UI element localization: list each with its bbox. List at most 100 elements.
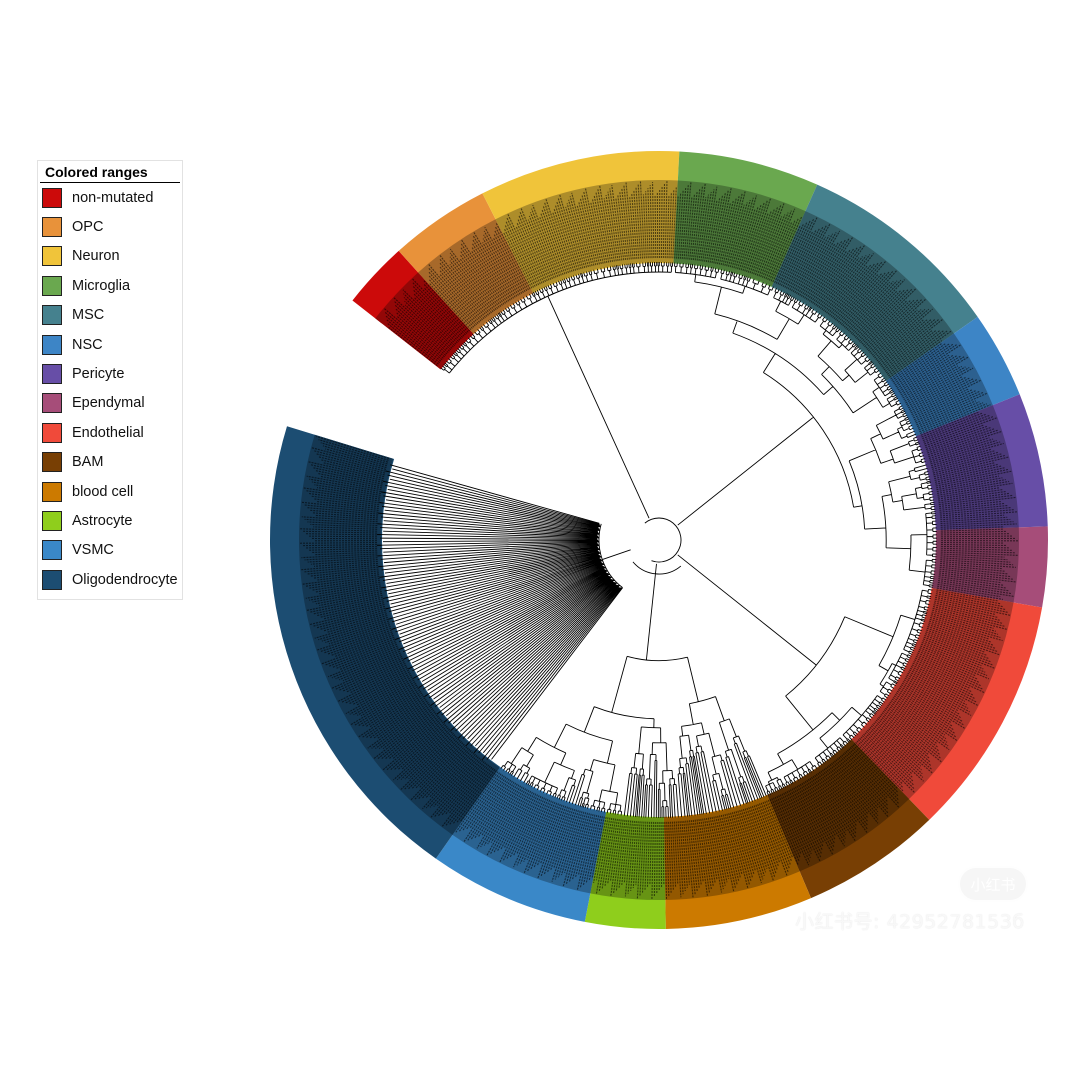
leaf-label-text [523,799,551,862]
leaf-label-text [860,736,915,789]
leaf-label-text [302,487,381,500]
leaf-label-text [676,193,682,259]
leaf-label-text [874,308,933,359]
leaf-label-text [833,760,879,816]
leaf-label-text [460,251,500,308]
legend-label: blood cell [72,483,134,500]
leaf-label-text [692,819,702,886]
leaf-label-text [707,198,721,263]
leaf-label-text [316,625,391,651]
leaf-label-text [554,204,577,271]
leaf-label-text [517,218,547,283]
leaf-label-text [907,376,963,407]
leaf-label-text [931,609,1008,631]
leaf-label-text [927,624,994,646]
leaf-label-text [683,182,692,260]
leaf-label-text [831,762,879,824]
leaf-label-text [880,713,942,763]
leaf-label-text [319,627,392,653]
leaf-label-text [937,487,1000,498]
leaf-label-text [783,792,813,851]
leaf-label-text [313,450,387,470]
leaf-label-text [401,727,449,770]
leaf-label-text [506,217,540,286]
leaf-label-text [677,190,684,259]
leaf-label-text [309,568,379,577]
leaf-label-text [392,718,442,760]
leaf-label-text [929,439,997,461]
leaf-label-text [540,213,564,276]
leaf-label-text [931,613,996,632]
leaf-label-text [807,778,846,839]
leaf-label-text [349,664,407,694]
leaf-label-text [746,198,771,273]
leaf-label-text [885,329,945,374]
leaf-label-text [890,343,942,380]
leaf-label-text [939,504,1009,513]
leaf-label-text [694,819,704,883]
leaf-label-text [372,711,436,760]
legend-item: VSMC [38,536,182,565]
leaf-label-text [869,726,923,775]
leaf-label-text [920,643,984,670]
leaf-label-text [316,500,379,510]
leaf-label-text [739,810,762,884]
legend-swatch [42,334,62,355]
leaf-label-text [733,197,754,269]
legend-label: Microglia [72,277,131,294]
leaf-label-text [867,729,924,782]
leaf-label-text [595,817,611,895]
leaf-label-text [449,260,491,315]
leaf-label-text [823,256,863,312]
leaf-label-text [765,208,796,280]
leaf-label-text [903,679,959,712]
leaf-label-text [323,603,385,620]
leaf-label-text [353,686,419,727]
legend-item: Pericyte [38,359,182,388]
leaf-label-text [624,820,634,897]
leaf-label-text [636,821,643,900]
leaf-label-text [493,238,524,293]
leaf-label-text [789,789,824,851]
leaf-label-text [922,413,986,440]
leaf-label-text [309,478,382,493]
leaf-label-text [902,365,959,399]
leaf-label-text [453,767,494,824]
leaf-label-text [593,194,608,263]
leaf-label-text [666,821,670,896]
leaf-label-text [905,367,970,404]
leaf-label-text [526,801,556,873]
leaf-label-text [518,214,548,282]
leaf-label-text [471,246,508,303]
leaf-label-text [832,761,879,820]
leaf-label-text [728,813,749,888]
leaf-label-text [934,598,1011,616]
leaf-label-text [761,212,789,278]
leaf-label-text [349,671,410,705]
leaf-label-text [794,786,834,855]
leaf-label-text [321,636,395,665]
leaf-label-text [872,723,922,767]
leaf-label-text [709,817,724,890]
leaf-label-text [313,512,378,519]
leaf-label-text [507,214,541,285]
leaf-label-text [576,205,593,267]
leaf-label-text [408,734,456,780]
leaf-label-text [378,708,434,750]
leaf-label-text [323,629,392,654]
leaf-label-text [920,411,979,436]
leaf-label-text [937,581,1013,595]
leaf-label-text [380,714,438,760]
leaf-label-text [897,354,954,391]
leaf-label-text [556,200,578,271]
leaf-label-text [808,238,850,302]
leaf-label-text [718,199,734,265]
leaf-label-text [790,224,828,292]
leaf-label-text [454,771,499,834]
leaf-label-text [662,821,665,884]
leaf-label-text [939,506,1012,515]
leaf-label-text [738,207,759,270]
leaf-label-text [893,695,957,738]
leaf-label-text [771,798,800,862]
leaf-label-text [314,484,381,496]
